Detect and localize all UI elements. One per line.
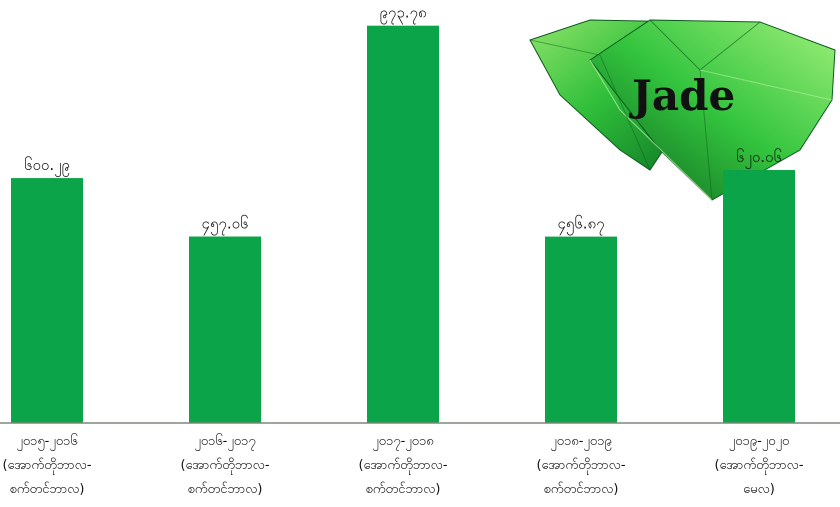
- bar-3: [367, 25, 439, 424]
- category-label-line: ၂၀၁၈-၂၀၁၉: [550, 434, 611, 451]
- bars-group: [11, 25, 795, 424]
- category-label-line: ၂၀၁၆-၂၀၁၇: [194, 433, 255, 451]
- value-label-1: ၆၀၀.၂၉: [24, 156, 70, 177]
- category-label-5: ၂၀၁၉-၂၀၂၀ (အောက်တိုဘာလ- မေလ): [714, 434, 803, 497]
- bar-1: [11, 178, 83, 423]
- value-label-2: ၄၅၇.၀၆: [202, 215, 249, 236]
- category-label-line: (အောက်တိုဘာလ-: [180, 457, 269, 475]
- value-label-4: ၄၅၆.၈၇: [557, 215, 604, 236]
- bar-2: [189, 236, 261, 423]
- category-label-3: ၂၀၁၇-၂၀၁၈ (အောက်တိုဘာလ- စက်တင်ဘာလ): [358, 434, 447, 497]
- category-label-2: ၂၀၁၆-၂၀၁၇ (အောက်တိုဘာလ- စက်တင်ဘာလ): [180, 433, 269, 497]
- category-label-line: ၂၀၁၇-၂၀၁၈: [372, 434, 433, 451]
- category-label-line: စက်တင်ဘာလ): [365, 481, 440, 497]
- category-label-1: ၂၀၁၅-၂၀၁၆ (အောက်တိုဘာလ- စက်တင်ဘာလ): [2, 433, 91, 497]
- category-label-line: (အောက်တိုဘာလ-: [358, 457, 447, 475]
- category-label-line: ၂၀၁၉-၂၀၂၀: [729, 434, 789, 451]
- category-label-4: ၂၀၁၈-၂၀၁၉ (အောက်တိုဘာလ- စက်တင်ဘာလ): [536, 434, 625, 497]
- jade-logo-text: Jade: [628, 71, 735, 120]
- value-label-5: ၆၂၀.၀၆: [736, 148, 782, 169]
- category-label-line: (အောက်တိုဘာလ-: [2, 457, 91, 475]
- jade-gem-icon: Jade: [529, 19, 836, 201]
- category-label-line: စက်တင်ဘာလ): [9, 481, 84, 497]
- bar-5: [723, 170, 795, 423]
- bar-4: [545, 236, 617, 423]
- value-label-3: ၉၇၃.၇၈: [379, 4, 426, 25]
- category-label-line: ၂၀၁၅-၂၀၁၆: [16, 433, 77, 451]
- category-label-line: စက်တင်ဘာလ): [187, 481, 262, 497]
- category-label-line: မေလ): [743, 482, 775, 497]
- category-label-line: (အောက်တိုဘာလ-: [714, 457, 803, 475]
- category-labels-group: ၂၀၁၅-၂၀၁၆(အောက်တိုဘာလ-စက်တင်ဘာလ)၂၀၁၆-၂၀၁…: [2, 433, 803, 497]
- category-label-line: စက်တင်ဘာလ): [543, 481, 618, 497]
- category-label-line: (အောက်တိုဘာလ-: [536, 457, 625, 475]
